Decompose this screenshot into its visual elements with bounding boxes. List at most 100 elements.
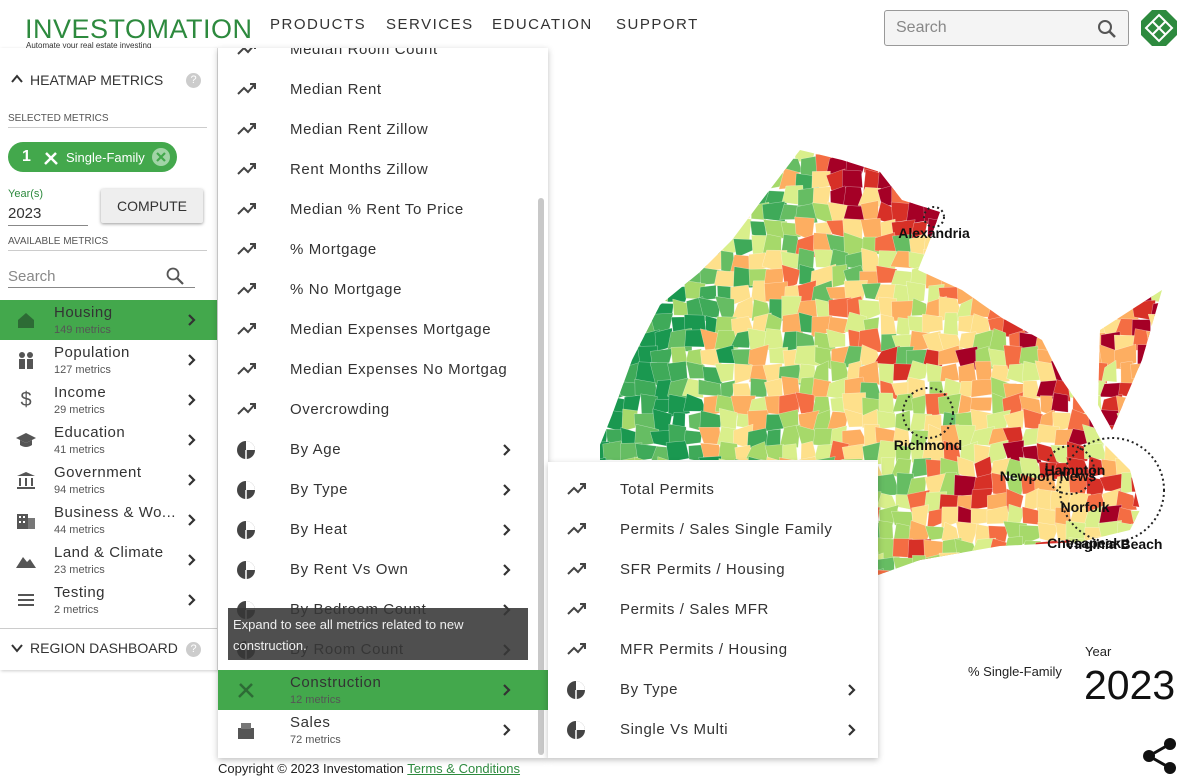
map-region[interactable] [1114, 151, 1139, 178]
map-region[interactable] [650, 268, 677, 290]
map-region[interactable] [894, 572, 915, 591]
map-region[interactable] [1116, 284, 1141, 302]
map-region[interactable] [1005, 217, 1027, 238]
map-region[interactable] [730, 330, 752, 349]
category-row[interactable]: Education 41 metrics [0, 420, 217, 460]
map-region[interactable] [730, 186, 753, 208]
map-region[interactable] [1130, 392, 1154, 418]
map-region[interactable] [1082, 302, 1105, 321]
section-title[interactable]: REGION DASHBOARD [30, 640, 178, 656]
map-region[interactable] [1018, 171, 1042, 193]
map-region[interactable] [970, 268, 994, 284]
map-region[interactable] [1164, 586, 1184, 609]
map-region[interactable] [1165, 280, 1184, 300]
metric-item[interactable]: Permits / Sales MFR [548, 590, 878, 630]
map-region[interactable] [619, 233, 638, 255]
map-region[interactable] [923, 248, 948, 271]
map-region[interactable] [699, 410, 723, 431]
map-region[interactable] [1073, 362, 1089, 386]
map-region[interactable] [878, 520, 894, 543]
map-region[interactable] [1101, 247, 1125, 268]
map-region[interactable] [735, 172, 756, 192]
map-region[interactable] [1019, 557, 1044, 578]
map-region[interactable] [587, 171, 613, 192]
map-region[interactable] [1006, 574, 1029, 588]
map-region[interactable] [1083, 585, 1106, 607]
metric-item[interactable]: Overcrowding [218, 390, 548, 430]
map-region[interactable] [593, 216, 611, 240]
map-region[interactable] [937, 393, 962, 417]
map-region[interactable] [1113, 264, 1138, 290]
map-region[interactable] [1005, 553, 1029, 575]
map-region[interactable] [1052, 201, 1074, 227]
map-region[interactable] [699, 201, 724, 227]
map-region[interactable] [940, 173, 964, 194]
collapse-icon[interactable] [10, 73, 24, 85]
map-region[interactable] [970, 397, 993, 411]
map-region[interactable] [605, 312, 628, 336]
nav-link[interactable]: SUPPORT [616, 16, 699, 33]
map-region[interactable] [1148, 428, 1169, 447]
map-region[interactable] [587, 185, 612, 210]
map-region[interactable] [1037, 222, 1059, 238]
map-region[interactable] [589, 253, 612, 274]
map-region[interactable] [1149, 280, 1165, 303]
map-region[interactable] [1130, 362, 1156, 380]
map-region[interactable] [1003, 409, 1025, 431]
metric-item[interactable]: % Mortgage [218, 230, 548, 270]
map-region[interactable] [781, 142, 799, 158]
map-region[interactable] [878, 156, 900, 176]
map-region[interactable] [713, 270, 737, 287]
map-region[interactable] [847, 142, 868, 162]
map-region[interactable] [619, 283, 642, 301]
map-region[interactable] [970, 173, 996, 194]
map-region[interactable] [875, 586, 898, 608]
map-region[interactable] [638, 264, 660, 287]
map-region[interactable] [589, 345, 610, 365]
map-region[interactable] [910, 170, 931, 187]
map-region[interactable] [937, 143, 964, 162]
group-item[interactable]: Single Vs Multi [548, 710, 878, 750]
map-region[interactable] [891, 153, 914, 178]
map-region[interactable] [972, 235, 996, 259]
help-icon[interactable]: ? [186, 73, 201, 88]
map-region[interactable] [971, 217, 994, 242]
map-region[interactable] [1146, 555, 1168, 576]
map-region[interactable] [1132, 442, 1155, 465]
search-box[interactable]: Search [884, 10, 1129, 46]
map-region[interactable] [636, 184, 660, 210]
map-region[interactable] [1145, 136, 1170, 162]
map-region[interactable] [954, 584, 978, 608]
map-region[interactable] [1130, 168, 1156, 190]
map-region[interactable] [1116, 410, 1137, 430]
map-region[interactable] [716, 141, 736, 161]
map-region[interactable] [766, 138, 781, 157]
map-region[interactable] [1149, 237, 1170, 259]
map-region[interactable] [1036, 585, 1059, 609]
group-item[interactable]: By Type [548, 670, 878, 710]
map-region[interactable] [1099, 233, 1124, 256]
map-region[interactable] [618, 217, 644, 242]
map-region[interactable] [1151, 265, 1170, 290]
map-region[interactable] [682, 202, 707, 227]
metric-item[interactable]: Median Rent Zillow [218, 110, 548, 150]
map-region[interactable] [1147, 361, 1170, 384]
map-region[interactable] [1130, 139, 1155, 162]
map-region[interactable] [1099, 142, 1123, 160]
map-region[interactable] [1072, 556, 1087, 575]
map-region[interactable] [670, 232, 692, 253]
map-region[interactable] [1167, 137, 1181, 160]
map-region[interactable] [1086, 233, 1108, 256]
map-region[interactable] [1099, 296, 1121, 318]
map-region[interactable] [954, 158, 977, 179]
map-region[interactable] [1162, 233, 1184, 257]
map-region[interactable] [671, 188, 690, 210]
nav-link[interactable]: PRODUCTS [270, 16, 367, 33]
map-region[interactable] [604, 232, 626, 258]
map-region[interactable] [633, 296, 660, 318]
map-region[interactable] [1002, 297, 1024, 320]
map-region[interactable] [1165, 461, 1184, 479]
map-region[interactable] [1017, 137, 1045, 157]
map-region[interactable] [908, 586, 930, 610]
map-region[interactable] [1149, 458, 1170, 478]
